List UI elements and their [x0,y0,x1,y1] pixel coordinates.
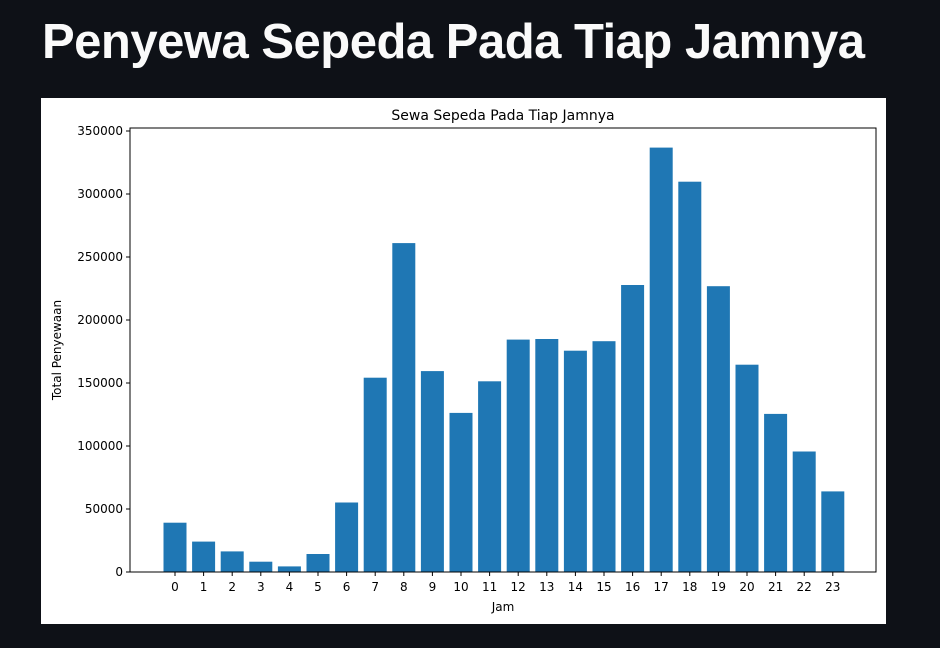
bar-12 [506,339,530,572]
y-tick-label: 0 [115,565,123,579]
x-tick-label: 4 [286,580,294,594]
x-tick-label: 14 [568,580,583,594]
y-tick-label: 150000 [77,376,123,390]
chart-figure: Sewa Sepeda Pada Tiap Jamnya 0 50000 10000… [41,98,886,624]
bar-11 [478,381,502,572]
x-tick-label: 22 [797,580,812,594]
bar-22 [792,451,816,572]
bar-19 [706,286,730,572]
y-tick-label: 50000 [85,502,123,516]
x-tick-label: 2 [228,580,236,594]
x-tick-label: 21 [768,580,783,594]
bar-14 [563,350,587,572]
x-tick-label: 15 [596,580,611,594]
y-tick-label: 300000 [77,187,123,201]
x-axis-label: Jam [491,600,515,614]
x-tick-label: 8 [400,580,408,594]
x-axis: 0 1 2 3 4 5 6 7 8 9 10 11 12 13 14 15 16 17 18 19 20 21 22 23 [171,572,840,594]
x-tick-label: 19 [711,580,726,594]
y-tick-label: 250000 [77,250,123,264]
bar-3 [249,561,273,572]
x-tick-label: 13 [539,580,554,594]
x-tick-label: 10 [453,580,468,594]
x-tick-label: 11 [482,580,497,594]
y-tick-label: 200000 [77,313,123,327]
bar-2 [220,551,244,572]
bar-15 [592,341,616,572]
bar-13 [535,339,559,572]
bar-20 [735,364,759,572]
bar-chart: Sewa Sepeda Pada Tiap Jamnya 0 50000 10000… [50,108,877,614]
bar-1 [192,541,216,572]
y-axis: 0 50000 100000 150000 200000 250000 300000 3500… [77,124,130,579]
x-tick-label: 3 [257,580,265,594]
bar-8 [392,243,416,572]
bar-17 [649,147,673,572]
x-tick-label: 23 [825,580,840,594]
bar-21 [764,413,788,572]
plot-frame [129,127,877,573]
bar-4 [277,566,301,572]
bar-10 [449,412,473,572]
x-tick-label: 12 [511,580,526,594]
x-tick-label: 20 [739,580,754,594]
x-tick-label: 16 [625,580,640,594]
bar-0 [163,522,187,572]
x-tick-label: 18 [682,580,697,594]
x-tick-label: 5 [314,580,322,594]
x-tick-label: 1 [200,580,208,594]
bar-18 [678,181,702,572]
y-axis-label: Total Penyewaan [50,300,64,401]
bars-group [163,147,845,572]
x-tick-label: 9 [429,580,437,594]
bar-6 [335,502,359,572]
x-tick-label: 0 [171,580,179,594]
chart-title: Sewa Sepeda Pada Tiap Jamnya [391,108,614,124]
y-tick-label: 350000 [77,124,123,138]
bar-7 [363,377,387,572]
page-title: Penyewa Sepeda Pada Tiap Jamnya [42,15,865,69]
x-tick-label: 7 [371,580,379,594]
y-tick-label: 100000 [77,439,123,453]
x-tick-label: 17 [654,580,669,594]
bar-5 [306,554,330,572]
x-tick-label: 6 [343,580,351,594]
bar-9 [420,371,444,572]
bar-16 [621,285,645,572]
bar-23 [821,491,845,572]
